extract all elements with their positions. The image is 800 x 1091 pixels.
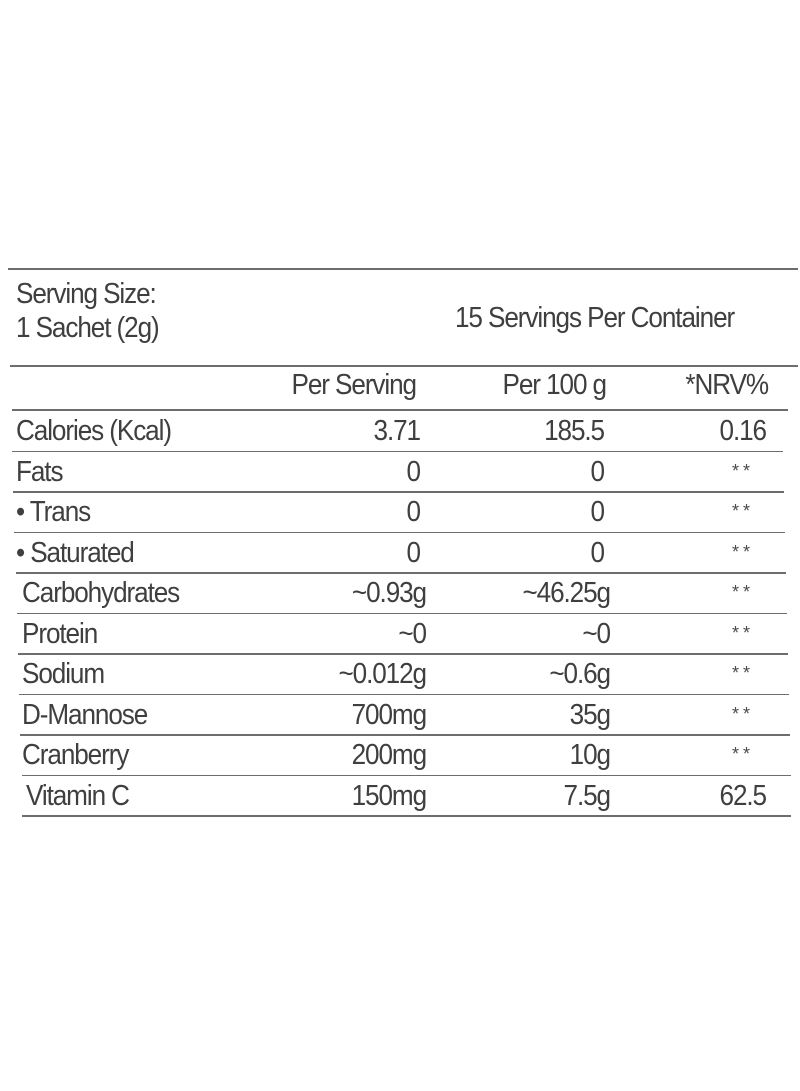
nrv-value: **	[732, 663, 755, 683]
nrv-value: **	[732, 460, 755, 481]
nutrient-name: Fats	[16, 455, 64, 488]
nutrition-facts-panel: Serving Size: 1 Sachet (2g) 15 Servings …	[8, 268, 798, 820]
row-divider	[16, 612, 788, 614]
nutrient-name: Calories (Kcal)	[16, 415, 172, 447]
row-divider	[15, 572, 787, 574]
row-divider	[22, 815, 792, 817]
per-serving-value: 0	[406, 496, 422, 528]
per-100g-value: ~0.6g	[549, 658, 611, 690]
top-rule	[8, 268, 798, 270]
nrv-value: **	[732, 541, 755, 562]
per-100g-value: 0	[590, 536, 606, 569]
nutrient-name: D-Mannose	[22, 698, 148, 731]
per-serving-value: 150mg	[351, 779, 427, 812]
nrv-value: 62.5	[719, 779, 768, 812]
per-serving-value: 0	[406, 455, 422, 488]
nrv-value: **	[732, 703, 755, 724]
per-serving-value: ~0.012g	[338, 658, 427, 690]
row-divider	[20, 734, 790, 736]
nrv-value: **	[732, 501, 755, 521]
column-header-nrv: *NRV%	[685, 369, 769, 401]
nrv-value: **	[732, 622, 755, 643]
per-serving-value: 200mg	[351, 739, 427, 771]
row-divider	[14, 531, 786, 533]
nutrient-name: • Saturated	[16, 536, 135, 569]
row-divider	[13, 491, 785, 493]
per-100g-value: 0	[590, 496, 606, 528]
per-serving-value: ~0	[398, 617, 427, 650]
row-divider	[12, 450, 784, 452]
per-serving-value: 3.71	[373, 415, 422, 447]
per-serving-value: 700mg	[351, 698, 427, 731]
nutrient-name: • Trans	[16, 496, 91, 528]
column-header-per-serving: Per Serving	[291, 369, 418, 401]
per-serving-value: 0	[406, 536, 422, 569]
per-100g-value: 185.5	[544, 415, 605, 447]
nrv-value: **	[732, 582, 755, 602]
header-rule	[10, 365, 798, 367]
nutrient-name: Cranberry	[22, 739, 129, 771]
nrv-value: **	[732, 744, 755, 764]
nrv-value: 0.16	[719, 415, 768, 447]
row-divider	[19, 693, 789, 695]
nutrient-name: Carbohydrates	[22, 577, 180, 609]
per-100g-value: 10g	[569, 739, 611, 771]
per-serving-value: ~0.93g	[351, 577, 427, 609]
row-divider	[21, 774, 791, 776]
column-header-rule	[12, 409, 788, 411]
column-header-per-100g: Per 100 g	[502, 369, 608, 401]
per-100g-value: 35g	[569, 698, 611, 731]
nutrient-name: Sodium	[22, 658, 105, 690]
per-100g-value: 7.5g	[563, 779, 612, 812]
per-100g-value: ~0	[582, 617, 611, 650]
per-100g-value: 0	[590, 455, 606, 488]
nutrient-name: Protein	[22, 617, 98, 650]
nutrient-name: Vitamin C	[26, 779, 130, 812]
row-divider	[18, 653, 788, 655]
servings-per-container: 15 Servings Per Container	[455, 302, 735, 334]
serving-size-label: Serving Size:	[16, 278, 157, 310]
per-100g-value: ~46.25g	[522, 577, 611, 609]
serving-size-value: 1 Sachet (2g)	[16, 312, 160, 344]
